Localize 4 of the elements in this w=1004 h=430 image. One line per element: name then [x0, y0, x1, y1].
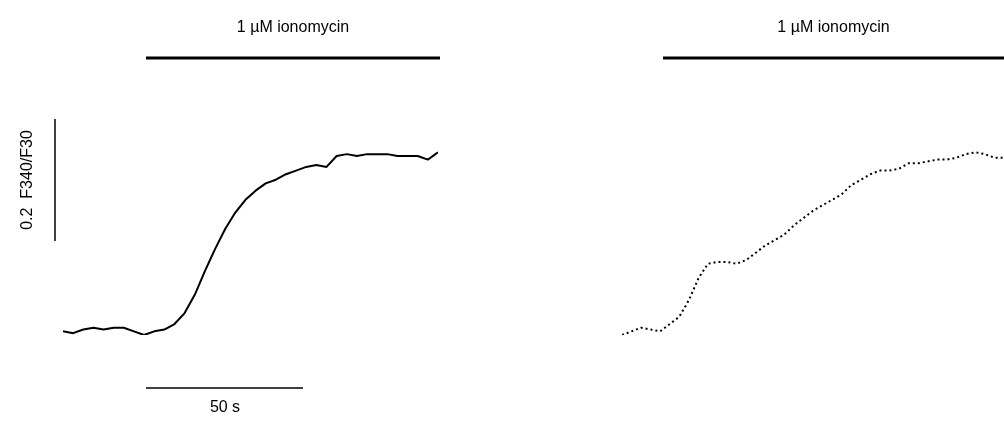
text: 50 s	[209, 398, 241, 415]
text: 0.2 F340/F30	[18, 130, 36, 230]
text: 1 µM ionomycin	[236, 18, 350, 35]
text: 1 µM ionomycin	[777, 18, 890, 35]
